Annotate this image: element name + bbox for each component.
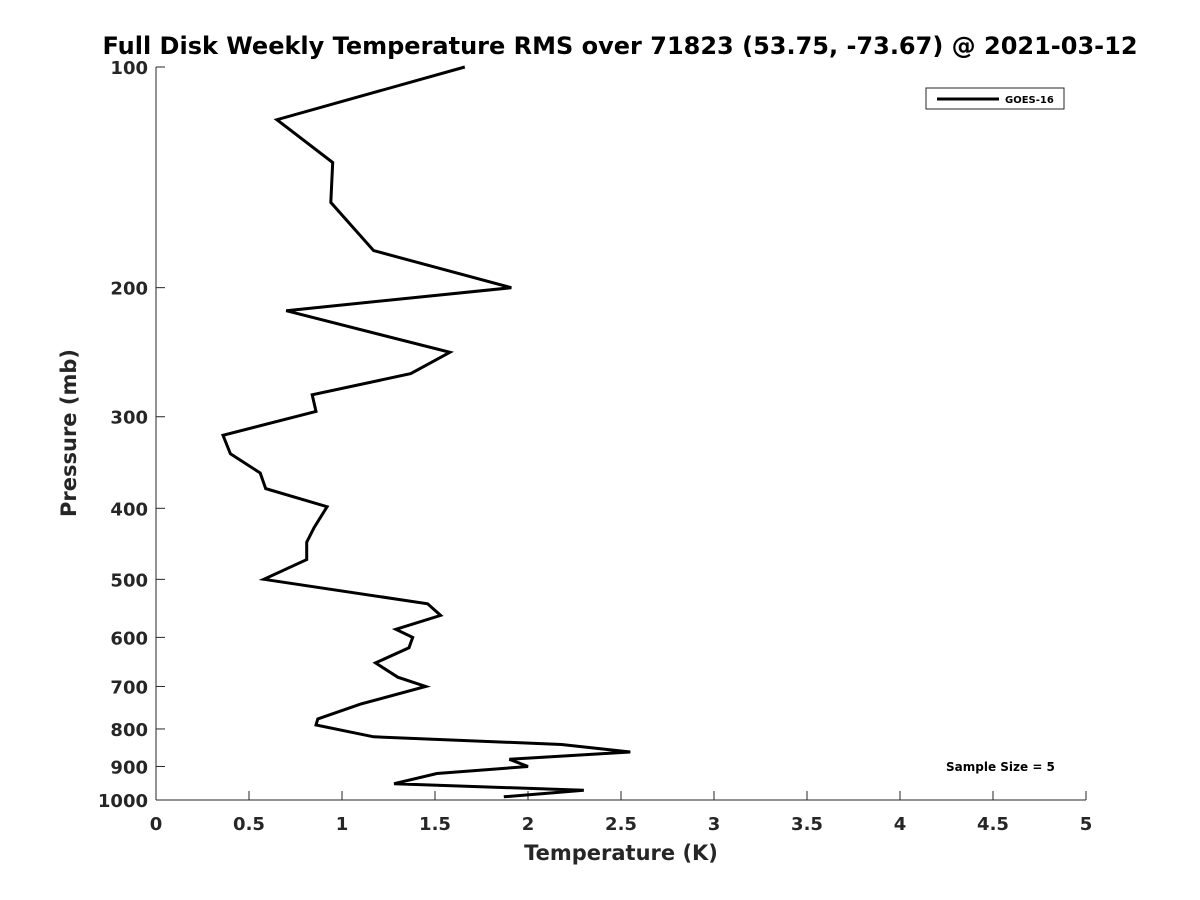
y-tick-label: 700 [110,677,148,698]
y-tick-label: 900 [110,757,148,778]
y-tick-label: 1000 [98,791,148,812]
x-tick-label: 1.5 [419,814,451,835]
x-tick-label: 2 [522,814,535,835]
x-tick-label: 0 [150,814,163,835]
y-tick-label: 100 [110,58,148,79]
x-ticks: 0 0.5 1 1.5 2 2.5 3 3.5 4 4.5 5 [150,791,1093,835]
x-tick-label: 3.5 [791,814,823,835]
x-tick-label: 1 [336,814,349,835]
x-tick-label: 4.5 [977,814,1009,835]
legend: GOES-16 [925,87,1065,110]
chart-title: Full Disk Weekly Temperature RMS over 71… [102,32,1137,60]
sample-size-annotation: Sample Size = 5 [946,760,1055,774]
axes [155,67,1086,801]
y-tick-label: 300 [110,408,148,429]
y-tick-label: 200 [110,279,148,300]
x-tick-label: 3 [708,814,721,835]
x-tick-label: 4 [894,814,907,835]
y-axis-label: Pressure (mb) [57,349,81,517]
series-layer [220,65,631,799]
y-tick-label: 500 [110,570,148,591]
x-tick-label: 2.5 [605,814,637,835]
x-axis-label: Temperature (K) [524,841,718,865]
legend-label-goes-16: GOES-16 [1005,95,1054,106]
x-tick-label: 0.5 [233,814,265,835]
y-tick-label: 800 [110,720,148,741]
y-tick-label: 600 [110,628,148,649]
y-ticks: 100 200 300 400 500 600 700 800 900 1000 [98,58,165,812]
x-tick-label: 5 [1080,814,1093,835]
series-line-goes-16 [220,65,631,799]
y-tick-label: 400 [110,499,148,520]
